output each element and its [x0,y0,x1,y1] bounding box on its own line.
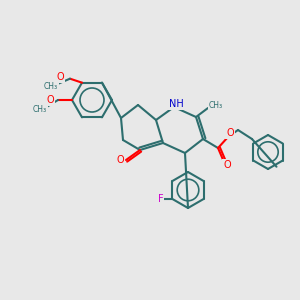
Text: O: O [56,72,64,82]
Text: CH₃: CH₃ [209,100,223,109]
Text: CH₃: CH₃ [44,82,58,91]
Text: O: O [46,95,54,105]
Text: NH: NH [169,99,183,109]
Text: CH₃: CH₃ [33,106,47,115]
Text: O: O [116,155,124,165]
Text: F: F [158,194,163,204]
Text: O: O [226,128,234,138]
Text: O: O [223,160,231,170]
